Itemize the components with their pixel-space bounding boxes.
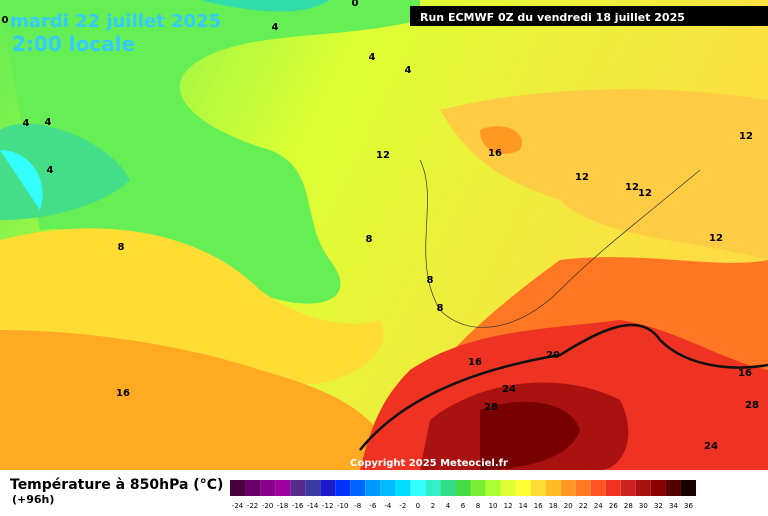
contour-label: 4 [23,118,30,129]
colorbar-swatch [395,480,411,496]
run-text: Run ECMWF 0Z du vendredi 18 juillet 2025 [420,11,685,24]
colorbar-swatch [620,480,636,496]
colorbar-label: 26 [609,502,618,510]
contour-label: 4 [369,52,376,63]
colorbar-label: -22 [247,502,258,510]
colorbar-label: 24 [594,502,603,510]
colorbar-swatch [545,480,561,496]
colorbar-swatch [500,480,516,496]
colorbar-swatch [455,480,471,496]
colorbar-label: 8 [476,502,480,510]
colorbar-label: 14 [519,502,528,510]
colorbar-swatch [680,480,696,496]
contour-label: 28 [484,402,498,413]
colorbar-label: -12 [322,502,333,510]
colorbar-label: 20 [564,502,573,510]
contour-label: 0 [2,15,9,26]
colorbar-label: 4 [446,502,451,510]
colorbar-swatch [320,480,336,496]
copyright: Copyright 2025 Meteociel.fr [350,458,508,469]
colorbar-label: -6 [369,502,377,510]
legend-lead: (+96h) [12,493,54,506]
colorbar-label: -18 [277,502,288,510]
colorbar-label: 22 [579,502,588,510]
contour-label: 4 [45,117,52,128]
colorbar-label: -2 [399,502,406,510]
colorbar-swatch [335,480,351,496]
colorbar-label: 10 [489,502,498,510]
contour-label: 12 [575,172,589,183]
contour-label: 24 [704,441,718,452]
colorbar-swatch [470,480,486,496]
colorbar-swatch [305,480,321,496]
colorbar-label: 30 [639,502,648,510]
colorbar-label: -10 [337,502,348,510]
contour-label: 16 [116,388,130,399]
colorbar-label: 6 [461,502,466,510]
colorbar-label: -20 [262,502,273,510]
contour-label: 0 [352,0,359,9]
contour-label: 12 [625,182,639,193]
colorbar-swatch [275,480,291,496]
colorbar-label: -4 [384,502,392,510]
contour-label: 8 [437,303,444,314]
colorbar-label: 32 [654,502,663,510]
contour-label: 28 [745,400,759,411]
colorbar-swatch [575,480,591,496]
contour-label: 4 [272,22,279,33]
colorbar-swatch [590,480,606,496]
colorbar-swatch [665,480,681,496]
colorbar-swatch [410,480,426,496]
colorbar-swatch [650,480,666,496]
colorbar-swatch [230,480,246,496]
colorbar-swatch [440,480,456,496]
contour-label: 8 [427,275,434,286]
contour-label: 24 [502,384,516,395]
colorbar-label: 28 [624,502,633,510]
contour-label: 8 [366,234,373,245]
colorbar-swatch [635,480,651,496]
contour-label: 4 [47,165,54,176]
colorbar-swatch [365,480,381,496]
legend-title: Température à 850hPa (°C) [10,477,223,493]
colorbar-swatch [245,480,261,496]
colorbar-label: -14 [307,502,319,510]
colorbar-label: 34 [669,502,678,510]
colorbar-swatch [290,480,306,496]
colorbar-label: 18 [549,502,558,510]
contour-label: 12 [638,188,652,199]
map-time: 2:00 locale [12,32,135,56]
contour-label: 12 [709,233,723,244]
contour-label: 4 [405,65,412,76]
contour-label: 12 [376,150,390,161]
contour-label: 16 [738,368,752,379]
colorbar-swatch [350,480,366,496]
colorbar-swatch [605,480,621,496]
colorbar-swatch [380,480,396,496]
map-field [0,0,768,470]
colorbar-swatch [485,480,501,496]
colorbar-swatch [515,480,531,496]
run-banner [410,6,768,26]
colorbar-label: 12 [504,502,513,510]
colorbar-label: 16 [534,502,543,510]
colorbar-label: 2 [431,502,435,510]
colorbar-swatch [425,480,441,496]
colorbar-label: -24 [232,502,244,510]
map-title: mardi 22 juillet 2025 [10,11,221,32]
contour-label: 16 [488,148,502,159]
colorbar-label: 36 [684,502,693,510]
colorbar-swatch [560,480,576,496]
colorbar-label: -16 [292,502,304,510]
contour-label: 16 [468,357,482,368]
colorbar-swatch [260,480,276,496]
contour-label: 8 [118,242,125,253]
colorbar-label: -8 [354,502,361,510]
colorbar-swatch [530,480,546,496]
contour-label: 12 [739,131,753,142]
contour-label: 20 [546,350,560,361]
colorbar-label: 0 [416,502,420,510]
